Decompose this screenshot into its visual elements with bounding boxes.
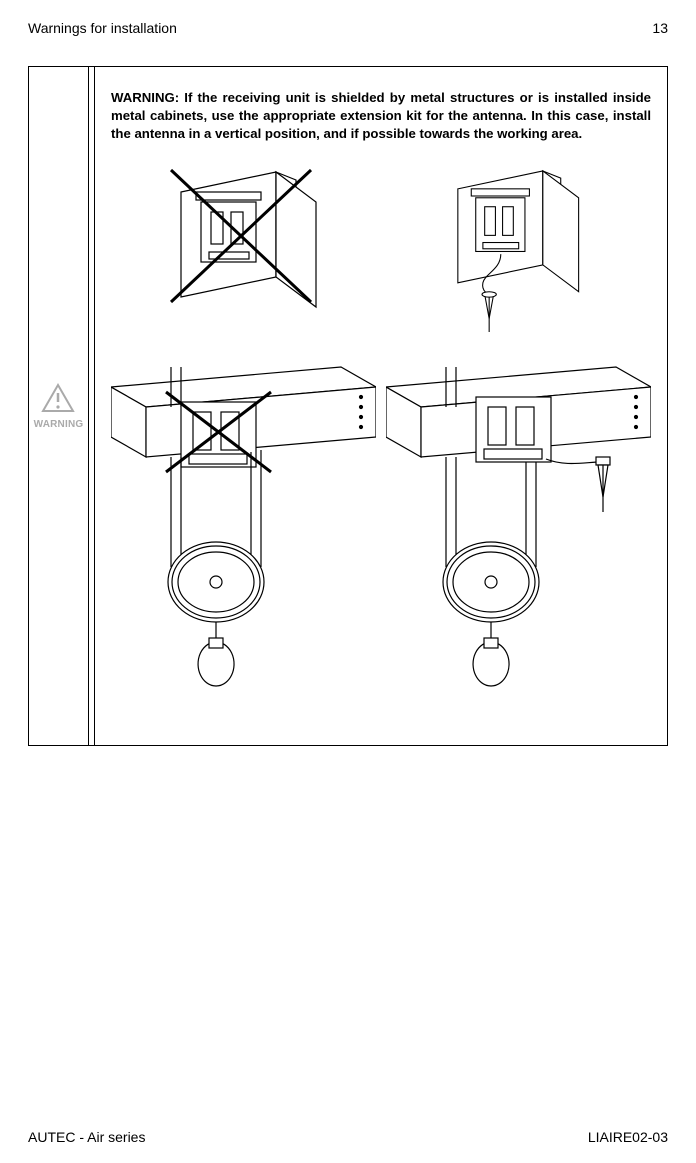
warning-side-inner: WARNING (34, 383, 84, 430)
footer-right: LIAIRE02-03 (588, 1129, 668, 1145)
header-left: Warnings for installation (28, 20, 177, 36)
warning-content: WARNING: If the receiving unit is shield… (95, 67, 667, 745)
diagram-cabinet-wrong (161, 162, 331, 332)
warning-side-column: WARNING (29, 67, 89, 745)
warning-box: WARNING WARNING: If the receiving unit i… (28, 66, 668, 746)
diagram-cabinet-correct (431, 162, 601, 332)
page-number: 13 (652, 20, 668, 36)
warning-text: WARNING: If the receiving unit is shield… (111, 89, 651, 142)
page: Warnings for installation 13 WARNING WAR… (0, 0, 696, 1163)
footer-left: AUTEC - Air series (28, 1129, 145, 1145)
diagrams-bottom-row (111, 362, 651, 692)
warning-triangle-icon (41, 383, 75, 413)
page-header: Warnings for installation 13 (28, 20, 668, 36)
diagram-crane-correct (386, 362, 651, 692)
page-footer: AUTEC - Air series LIAIRE02-03 (28, 1129, 668, 1145)
diagrams-top-row (111, 162, 651, 332)
warning-side-label: WARNING (34, 419, 84, 430)
diagram-crane-wrong (111, 362, 376, 692)
